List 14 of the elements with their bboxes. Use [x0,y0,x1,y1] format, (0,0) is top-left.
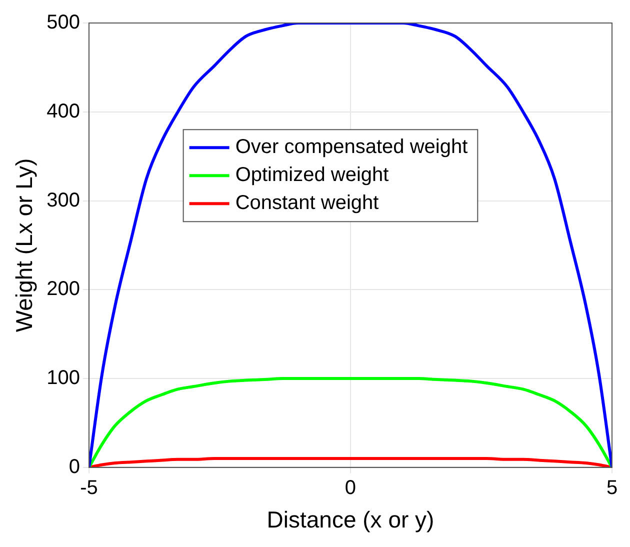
y-tick-label: 200 [46,278,80,300]
x-axis-title: Distance (x or y) [266,506,434,533]
y-tick-label: 300 [46,189,80,212]
y-tick-label: 100 [46,367,80,390]
legend-label: Optimized weight [235,164,390,186]
y-axis-title: Weight (Lx or Ly) [11,158,38,332]
legend-label: Constant weight [235,192,380,214]
y-tick-label: 0 [68,456,80,478]
x-tick-label: 0 [344,476,356,499]
x-tick-label: -5 [80,476,98,499]
y-tick-label: 500 [46,12,80,34]
x-tick-label: 5 [606,476,618,499]
y-tick-label: 400 [46,100,80,122]
legend-label: Over compensated weight [235,136,468,158]
